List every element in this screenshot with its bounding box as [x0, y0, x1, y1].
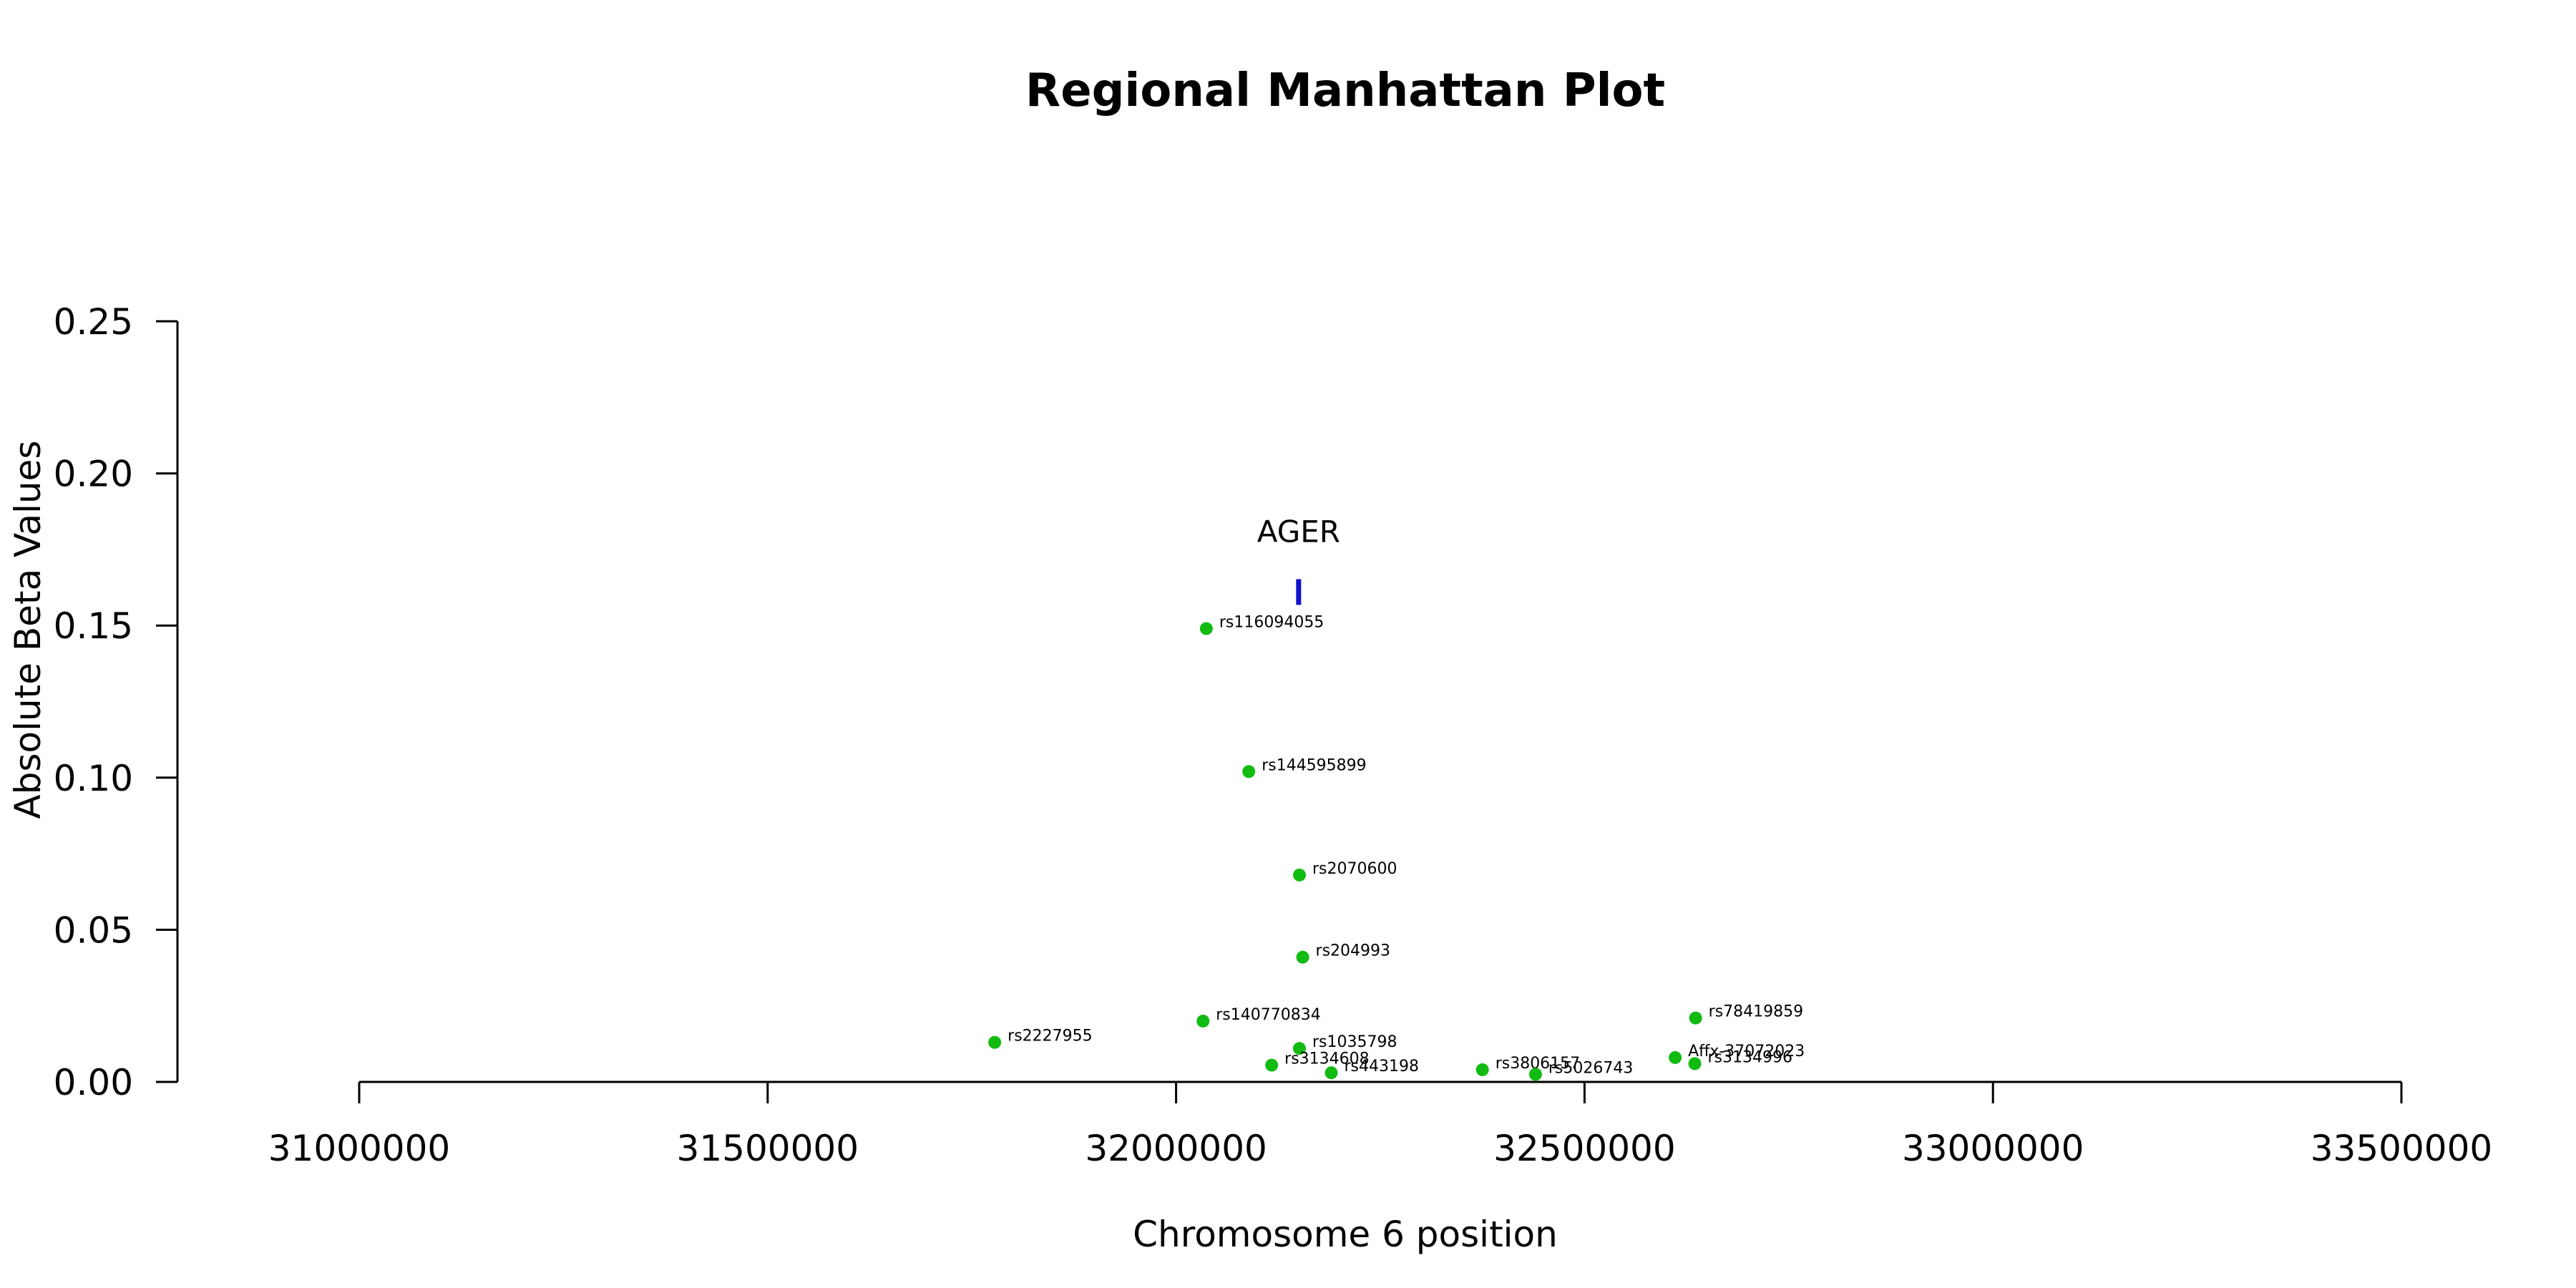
- y-axis: 0.00 0.05 0.10 0.15 0.20 0.25: [54, 301, 179, 1103]
- point-label: rs144595899: [1262, 756, 1366, 774]
- data-point: [1199, 622, 1213, 635]
- point-label: rs78419859: [1709, 1003, 1803, 1021]
- point-label: Affx-37072023: [1688, 1043, 1805, 1060]
- chart-title: Regional Manhattan Plot: [1025, 64, 1665, 117]
- point-label: rs2227955: [1008, 1028, 1093, 1045]
- x-tick-label: 32000000: [1085, 1128, 1267, 1169]
- data-point: [1292, 1042, 1306, 1055]
- y-tick-label: 0.10: [54, 758, 133, 799]
- gene-markers: AGER: [1257, 514, 1340, 605]
- data-point: [988, 1035, 1002, 1049]
- gene-label: AGER: [1257, 514, 1340, 549]
- point-label: rs443198: [1345, 1058, 1420, 1075]
- data-point: [1292, 868, 1306, 882]
- x-tick-label: 32500000: [1493, 1128, 1676, 1169]
- data-point: [1242, 765, 1256, 779]
- x-tick-label: 33500000: [2311, 1128, 2493, 1169]
- x-tick-label: 31500000: [677, 1128, 859, 1169]
- data-point: [1689, 1011, 1702, 1025]
- point-label: rs116094055: [1219, 613, 1324, 631]
- point-label: rs3134996: [1708, 1048, 1793, 1066]
- point-label: rs204993: [1316, 942, 1391, 960]
- y-axis-label: Absolute Beta Values: [7, 441, 49, 819]
- point-label: rs3134608: [1284, 1050, 1370, 1068]
- y-tick-label: 0.15: [54, 605, 133, 647]
- y-tick-label: 0.00: [54, 1062, 133, 1103]
- point-label: rs5026743: [1548, 1059, 1634, 1077]
- data-point: [1669, 1050, 1682, 1064]
- point-label: rs140770834: [1216, 1006, 1320, 1024]
- data-point: [1296, 950, 1309, 964]
- y-tick-label: 0.25: [54, 301, 133, 343]
- data-point: [1196, 1014, 1210, 1028]
- data-point: [1265, 1058, 1279, 1072]
- data-points: rs116094055 rs144595899 rs2070600 rs204993 r…: [988, 613, 1805, 1081]
- x-axis: 31000000 31500000 32000000 32500000 33000000…: [268, 1080, 2493, 1169]
- point-label: rs2070600: [1312, 860, 1397, 878]
- y-tick-label: 0.05: [54, 909, 133, 951]
- data-point: [1324, 1066, 1338, 1080]
- x-tick-label: 31000000: [268, 1128, 451, 1169]
- data-point: [1528, 1068, 1542, 1081]
- x-tick-label: 33000000: [1902, 1128, 2084, 1169]
- point-label: rs1035798: [1312, 1033, 1397, 1051]
- data-point: [1475, 1063, 1489, 1076]
- x-axis-label: Chromosome 6 position: [1133, 1214, 1558, 1255]
- y-tick-label: 0.20: [54, 454, 133, 495]
- data-point: [1688, 1057, 1702, 1070]
